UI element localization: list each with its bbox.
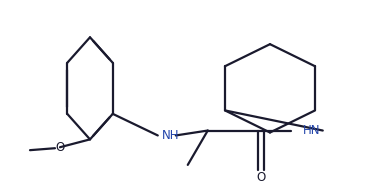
Text: NH: NH <box>162 129 179 142</box>
Text: O: O <box>55 141 65 154</box>
Text: HN: HN <box>303 124 320 137</box>
Text: O: O <box>256 171 265 184</box>
